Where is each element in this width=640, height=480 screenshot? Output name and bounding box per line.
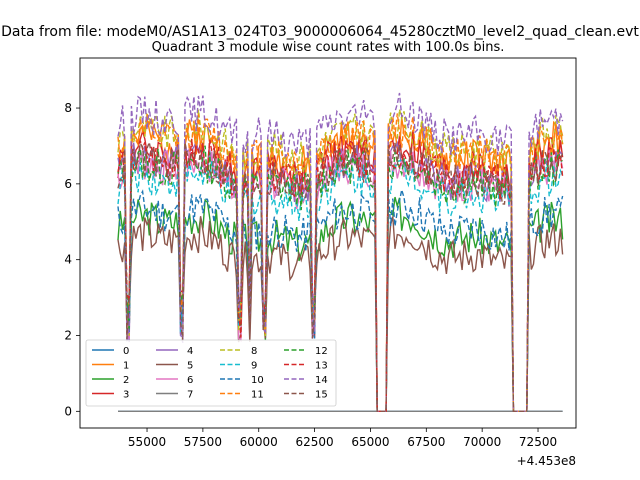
legend-label-10: 10: [251, 375, 264, 386]
series-line-8: [117, 109, 564, 412]
legend-label-8: 8: [251, 346, 257, 357]
legend-label-12: 12: [315, 346, 328, 357]
x-axis-offset-label: +4.453e8: [517, 454, 576, 468]
legend-label-7: 7: [187, 390, 193, 401]
legend-label-4: 4: [187, 346, 193, 357]
series-line-12: [117, 145, 563, 412]
chart-title: Quadrant 3 module wise count rates with …: [152, 40, 505, 55]
legend-label-5: 5: [187, 361, 193, 372]
x-tick-label: 67500: [407, 435, 445, 449]
legend-label-0: 0: [123, 346, 129, 357]
x-tick-label: 62500: [296, 435, 334, 449]
y-tick-label: 8: [64, 101, 72, 115]
x-tick-label: 72500: [519, 435, 557, 449]
x-tick-label: 65000: [351, 435, 389, 449]
legend-label-14: 14: [315, 375, 328, 386]
series-line-13: [117, 138, 564, 412]
series-lines: [117, 92, 564, 412]
x-tick-label: 70000: [463, 435, 501, 449]
legend-label-15: 15: [315, 390, 328, 401]
x-axis: 55000 57500 60000 62500 65000 67500 70000 72500: [128, 428, 557, 449]
y-axis: 0 2 4 6 8: [64, 101, 80, 418]
y-tick-label: 0: [64, 404, 72, 418]
series-line-2: [117, 196, 564, 412]
y-tick-label: 6: [64, 177, 72, 191]
legend-label-6: 6: [187, 375, 193, 386]
x-tick-label: 60000: [240, 435, 278, 449]
figure-suptitle: Data from file: modeM0/AS1A13_024T03_900…: [1, 24, 639, 40]
y-tick-label: 4: [64, 253, 72, 267]
legend-label-13: 13: [315, 361, 328, 372]
legend-label-3: 3: [123, 390, 129, 401]
series-line-10: [117, 189, 564, 412]
series-line-11: [117, 113, 564, 412]
y-tick-label: 2: [64, 329, 72, 343]
legend-label-1: 1: [123, 361, 129, 372]
x-tick-label: 55000: [128, 435, 166, 449]
legend-label-11: 11: [251, 390, 264, 401]
plot-area: [79, 57, 577, 429]
legend-label-9: 9: [251, 361, 257, 372]
axes-frame: [79, 57, 577, 429]
series-line-14: [117, 92, 564, 412]
x-tick-label: 57500: [184, 435, 222, 449]
legend-label-2: 2: [123, 375, 129, 386]
series-line-15: [117, 139, 564, 412]
legend-box: [85, 339, 337, 407]
series-line-6: [117, 144, 564, 412]
